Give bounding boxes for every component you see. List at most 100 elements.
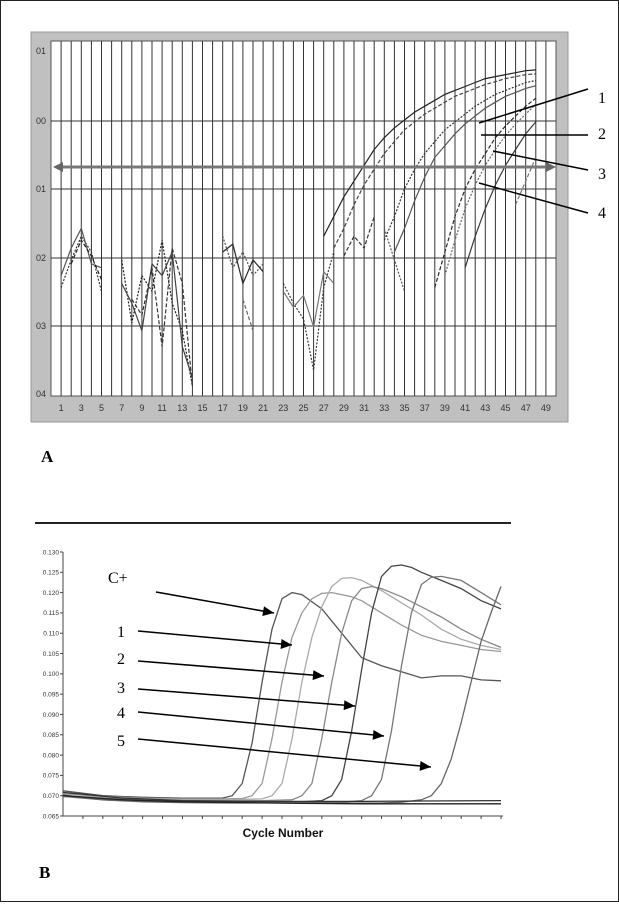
y-tick-label: 0.090 bbox=[43, 712, 60, 719]
x-tick-label: 45 bbox=[500, 403, 510, 413]
threshold-arrow-right bbox=[546, 162, 556, 172]
y-tick-label: 0.105 bbox=[43, 651, 60, 658]
y-tick-label: 0.120 bbox=[43, 590, 60, 597]
callout-label: 1 bbox=[117, 624, 125, 641]
series-line bbox=[333, 73, 536, 249]
x-tick-label: 29 bbox=[339, 403, 349, 413]
series-line bbox=[464, 121, 537, 268]
callout-arrow-line bbox=[137, 660, 325, 677]
panel-b-letter: B bbox=[39, 863, 50, 882]
callout-arrow-line bbox=[137, 738, 432, 768]
series-line bbox=[121, 249, 193, 379]
x-tick-label: 33 bbox=[379, 403, 389, 413]
y-tick-label: 0.070 bbox=[43, 793, 60, 800]
series-line bbox=[323, 69, 536, 237]
series-line bbox=[62, 791, 502, 803]
series-line bbox=[343, 216, 375, 257]
y-tick-label: 0.130 bbox=[43, 549, 60, 556]
panel-b-chart: 0.130 0.125 0.120 0.115 0.110 0.105 0.100 0.095… bbox=[43, 549, 503, 840]
callout-arrowhead bbox=[312, 670, 324, 681]
series-line bbox=[62, 575, 502, 804]
panel-a-vertical-grid bbox=[60, 41, 547, 396]
y-tick-label: 0.125 bbox=[43, 570, 60, 577]
x-tick-label: 5 bbox=[99, 403, 104, 413]
x-tick-label: 49 bbox=[541, 403, 551, 413]
series-line bbox=[282, 251, 335, 371]
series-line bbox=[222, 243, 264, 286]
callout-arrowhead bbox=[372, 730, 384, 740]
series-line bbox=[70, 238, 103, 280]
y-tick-label: 04 bbox=[36, 389, 46, 399]
x-tick-label: 27 bbox=[319, 403, 329, 413]
x-tick-label: 11 bbox=[157, 403, 166, 413]
x-tick-label: 1 bbox=[59, 403, 64, 413]
panel-a-series bbox=[60, 69, 537, 387]
callout-arrowhead bbox=[343, 700, 355, 711]
y-tick-label: 0.075 bbox=[43, 773, 60, 780]
x-tick-label: 21 bbox=[258, 403, 268, 413]
x-tick-label: 7 bbox=[119, 403, 124, 413]
callout-line bbox=[478, 88, 589, 124]
callout-label: 1 bbox=[598, 90, 606, 107]
y-tick-label: 00 bbox=[36, 116, 46, 126]
callout-arrowhead bbox=[262, 606, 274, 616]
x-tick-label: 39 bbox=[440, 403, 450, 413]
series-line bbox=[383, 228, 406, 292]
y-tick-label: 0.110 bbox=[43, 631, 59, 638]
callout-line bbox=[478, 182, 589, 214]
x-tick-label: 17 bbox=[218, 403, 228, 413]
y-tick-label: 0.100 bbox=[43, 671, 60, 678]
callout-label: C+ bbox=[108, 570, 128, 587]
y-tick-label: 03 bbox=[36, 321, 46, 331]
x-tick-label: 23 bbox=[278, 403, 288, 413]
callout-label: 3 bbox=[117, 680, 125, 697]
callout-arrow-line bbox=[137, 630, 293, 646]
y-tick-label: 0.095 bbox=[43, 691, 60, 698]
series-line bbox=[62, 586, 502, 804]
y-tick-label: 0.085 bbox=[43, 732, 60, 739]
callout-arrow-line bbox=[137, 688, 356, 707]
panel-a-letter: A bbox=[41, 447, 54, 466]
y-tick-label: 0.080 bbox=[43, 752, 60, 759]
callout-label: 4 bbox=[117, 705, 125, 722]
x-tick-label: 19 bbox=[238, 403, 248, 413]
series-line bbox=[222, 236, 264, 277]
series-line bbox=[62, 576, 502, 801]
series-line bbox=[515, 157, 537, 205]
callout-line bbox=[492, 150, 589, 171]
panel-a-callouts: 1 2 3 4 bbox=[478, 88, 606, 222]
x-tick-label: 25 bbox=[298, 403, 308, 413]
y-tick-label: 0.115 bbox=[43, 610, 59, 617]
threshold-arrow-left bbox=[53, 162, 63, 172]
panel-b-x-axis-title: Cycle Number bbox=[243, 826, 324, 840]
panel-a-x-ticks: 1 3 5 7 9 11 13 15 17 19 21 23 25 27 29 31 33 35 37 39 41 43 4… bbox=[59, 403, 551, 413]
callout-arrowhead bbox=[280, 639, 292, 649]
callout-arrowhead bbox=[419, 761, 431, 771]
series-line bbox=[434, 97, 537, 288]
callout-label: 3 bbox=[598, 166, 606, 183]
x-tick-label: 31 bbox=[359, 403, 369, 413]
series-line bbox=[242, 299, 254, 331]
series-line bbox=[393, 85, 536, 253]
x-tick-label: 9 bbox=[139, 403, 144, 413]
callout-label: 4 bbox=[598, 205, 606, 222]
series-line bbox=[131, 247, 193, 387]
x-tick-label: 3 bbox=[79, 403, 84, 413]
x-tick-label: 15 bbox=[197, 403, 207, 413]
y-tick-label: 02 bbox=[36, 253, 46, 263]
callout-arrow-line bbox=[137, 711, 385, 737]
panel-a-threshold-line bbox=[53, 162, 556, 172]
series-line bbox=[62, 585, 502, 802]
x-tick-label: 41 bbox=[460, 403, 470, 413]
series-line bbox=[444, 103, 537, 276]
callout-label: 2 bbox=[598, 126, 606, 143]
y-tick-label: 0.065 bbox=[43, 813, 60, 820]
series-line bbox=[62, 591, 502, 799]
panel-b-x-ticks bbox=[82, 816, 502, 819]
y-tick-label: 01 bbox=[36, 184, 46, 194]
series-line bbox=[62, 795, 501, 805]
panel-a-horizontal-grid bbox=[51, 120, 556, 327]
